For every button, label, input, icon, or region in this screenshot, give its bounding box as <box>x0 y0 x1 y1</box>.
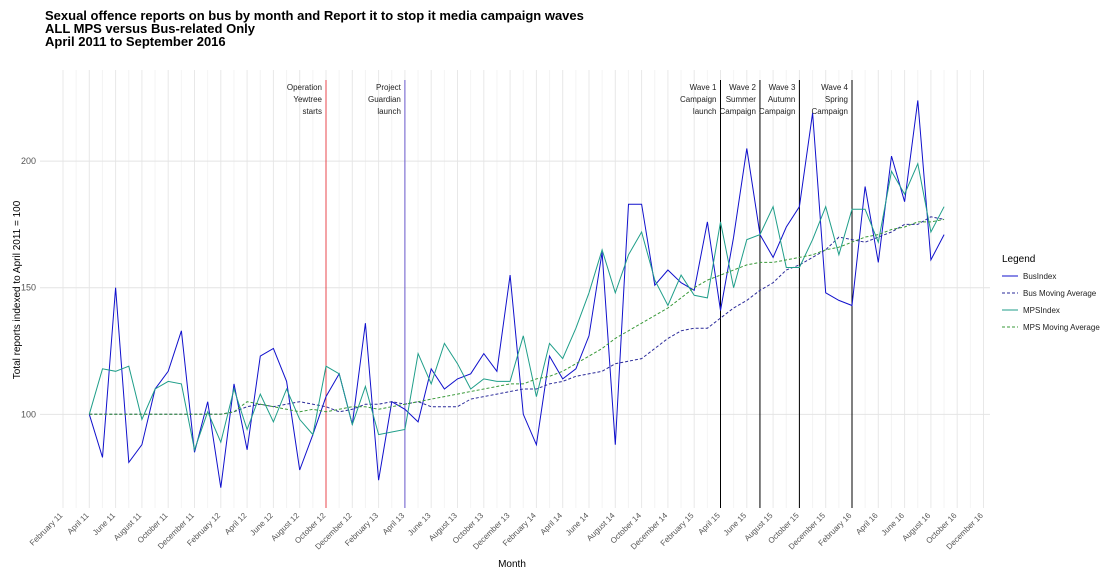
legend-label: MPSIndex <box>1023 306 1060 315</box>
series-line <box>88 100 945 488</box>
event-label: Campaign <box>812 107 848 116</box>
event-label: Wave 1 <box>690 83 717 92</box>
event-label: Wave 3 <box>769 83 796 92</box>
chart-title: Sexual offence reports on bus by month a… <box>45 8 584 23</box>
event-label: Campaign <box>680 95 716 104</box>
event-label: launch <box>377 107 401 116</box>
y-tick-label: 150 <box>21 283 36 293</box>
event-label: starts <box>302 107 322 116</box>
x-axis-label: Month <box>498 559 526 570</box>
legend-title: Legend <box>1002 254 1035 265</box>
legend-label: BusIndex <box>1023 272 1056 281</box>
y-tick-label: 100 <box>21 409 36 419</box>
event-label: Spring <box>825 95 848 104</box>
series-line <box>88 162 945 452</box>
event-label: Yewtree <box>293 95 322 104</box>
legend-label: MPS Moving Average <box>1023 323 1100 332</box>
event-label: Campaign <box>719 107 755 116</box>
event-label: Operation <box>287 83 322 92</box>
y-axis-label: Total reports indexed to April 2011 = 10… <box>12 200 23 379</box>
event-label: Campaign <box>759 107 795 116</box>
event-label: launch <box>693 107 717 116</box>
series-line <box>89 218 945 415</box>
event-label: Wave 2 <box>729 83 756 92</box>
event-label: Autumn <box>768 95 796 104</box>
legend-label: Bus Moving Average <box>1023 289 1097 298</box>
event-label: Summer <box>726 95 757 104</box>
y-tick-label: 200 <box>21 156 36 166</box>
chart-title: April 2011 to September 2016 <box>45 34 226 49</box>
event-label: Guardian <box>368 95 401 104</box>
chart-title: ALL MPS versus Bus-related Only <box>45 21 256 36</box>
event-label: Project <box>376 83 402 92</box>
event-label: Wave 4 <box>821 83 848 92</box>
